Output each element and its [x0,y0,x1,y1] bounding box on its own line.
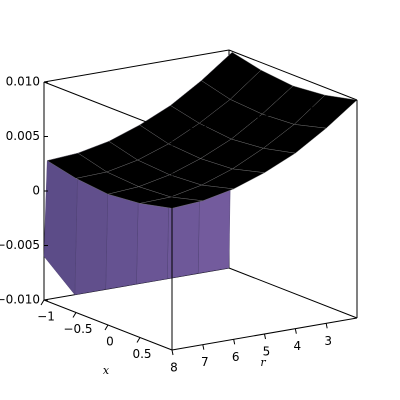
x-axis-label: x [103,364,110,377]
x-tick [136,337,141,343]
x-tick [104,324,109,331]
x-tick [72,312,77,318]
box-edge [171,99,358,133]
box-edge [43,49,230,83]
x-tick-label: −0.5 [63,322,92,336]
z-tick-label: 0.005 [6,129,40,143]
y-tick [171,349,174,356]
y-tick-label: 6 [232,350,240,364]
x-tick [40,299,45,306]
x-tick-label: 0.5 [132,347,151,361]
y-tick-label: 8 [170,361,178,375]
y-tick [202,344,205,350]
z-tick-label: −0.005 [0,238,40,252]
y-tick-label: 5 [263,345,271,359]
y-tick [325,323,328,329]
z-tick-label: 0.010 [6,75,40,89]
x-tick-label: 0 [106,335,114,349]
y-tick-label: 7 [201,355,209,369]
y-tick-label: 3 [324,334,332,348]
y-tick [264,333,266,340]
box-edge [43,81,173,133]
x-tick-label: −1 [37,310,55,324]
y-tick [233,339,236,345]
z-tick-label: 0 [32,184,40,198]
y-tick-label: 4 [294,339,302,353]
z-tick-label: −0.010 [0,293,40,307]
y-tick [294,328,297,334]
y-axis-label: r [260,356,266,369]
box-edge [228,267,358,319]
box-edge [228,49,358,101]
